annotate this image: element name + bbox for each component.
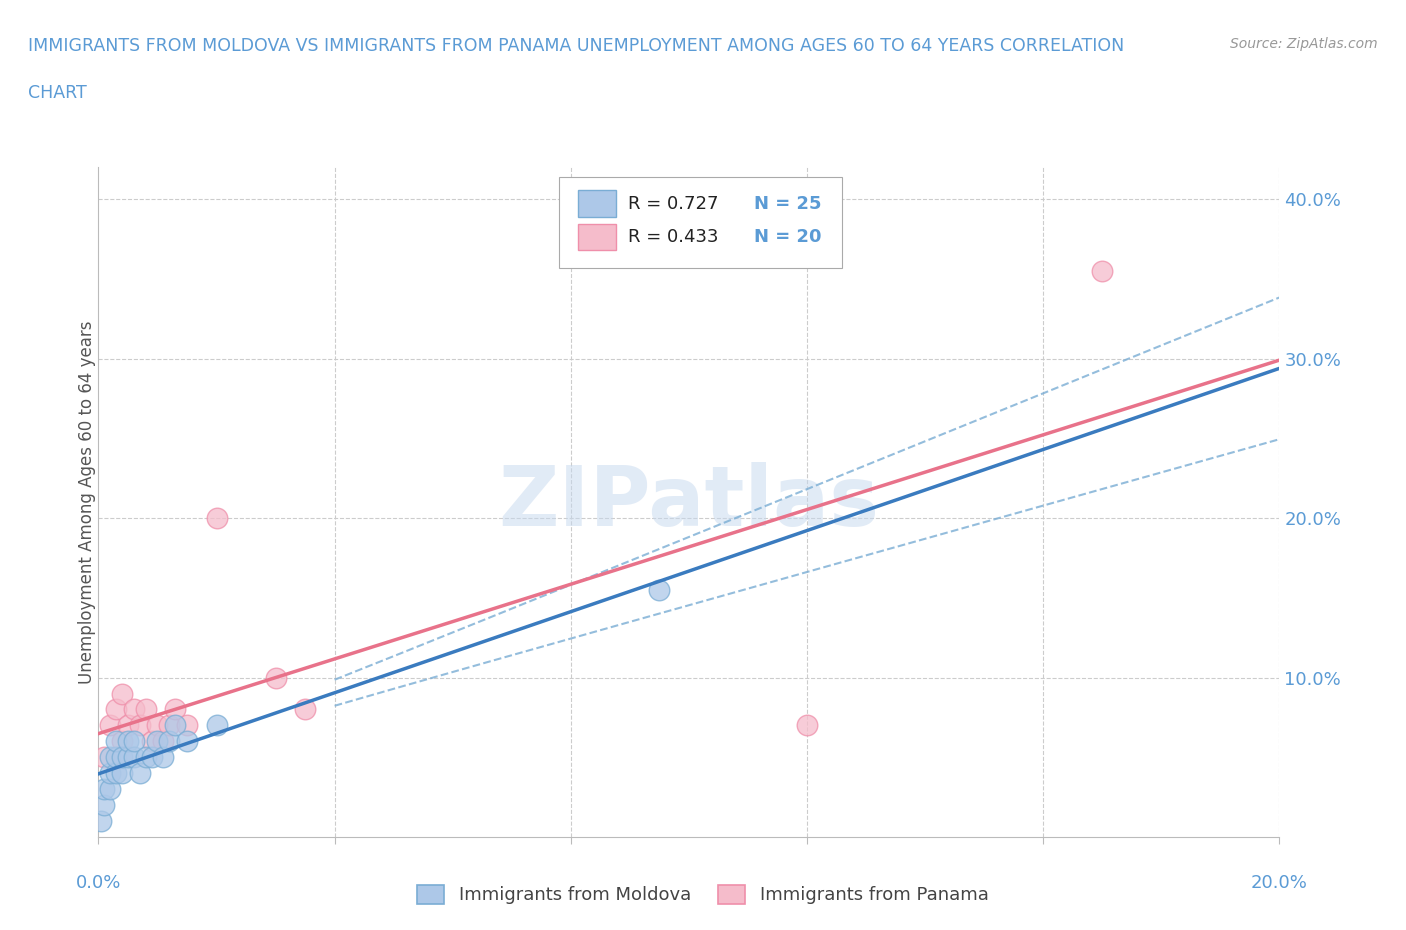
Point [152, 734, 174, 749]
Point [122, 750, 145, 764]
Text: IMMIGRANTS FROM MOLDOVA VS IMMIGRANTS FROM PANAMA UNEMPLOYMENT AMONG AGES 60 TO : IMMIGRANTS FROM MOLDOVA VS IMMIGRANTS FR… [28, 37, 1125, 55]
FancyBboxPatch shape [560, 178, 842, 268]
Point [117, 718, 139, 733]
Point [122, 734, 145, 749]
Point [294, 702, 316, 717]
Point [98, 750, 121, 764]
Point [128, 718, 150, 733]
Point [1091, 263, 1114, 278]
Text: R = 0.433: R = 0.433 [627, 228, 718, 246]
Point [98, 782, 121, 797]
Point [135, 750, 157, 764]
Point [146, 734, 169, 749]
Point [105, 750, 128, 764]
Point [176, 718, 198, 733]
Text: Source: ZipAtlas.com: Source: ZipAtlas.com [1230, 37, 1378, 51]
FancyBboxPatch shape [578, 190, 616, 217]
Point [135, 702, 157, 717]
Point [93, 782, 115, 797]
Point [176, 734, 198, 749]
Text: CHART: CHART [28, 84, 87, 101]
Point [141, 734, 163, 749]
Text: ZIPatlas: ZIPatlas [499, 461, 879, 543]
Text: R = 0.727: R = 0.727 [627, 194, 718, 213]
Point [98, 765, 121, 780]
Text: N = 25: N = 25 [754, 194, 821, 213]
Point [90, 814, 112, 829]
Point [796, 718, 818, 733]
Point [264, 671, 287, 685]
Point [205, 718, 228, 733]
Point [165, 718, 187, 733]
Point [111, 734, 134, 749]
Point [117, 750, 139, 764]
Point [111, 750, 134, 764]
Point [141, 750, 163, 764]
Point [117, 734, 139, 749]
Point [157, 718, 180, 733]
Point [111, 686, 134, 701]
Point [128, 765, 150, 780]
Text: 20.0%: 20.0% [1251, 874, 1308, 892]
Y-axis label: Unemployment Among Ages 60 to 64 years: Unemployment Among Ages 60 to 64 years [79, 321, 96, 684]
Point [122, 702, 145, 717]
Point [105, 734, 128, 749]
Point [105, 765, 128, 780]
Point [93, 750, 115, 764]
Point [146, 718, 169, 733]
Point [98, 718, 121, 733]
Point [111, 765, 134, 780]
FancyBboxPatch shape [578, 223, 616, 250]
Point [105, 702, 128, 717]
Text: 0.0%: 0.0% [76, 874, 121, 892]
Point [157, 734, 180, 749]
Legend: Immigrants from Moldova, Immigrants from Panama: Immigrants from Moldova, Immigrants from… [411, 878, 995, 911]
Point [205, 511, 228, 525]
Point [152, 750, 174, 764]
Point [93, 798, 115, 813]
Point [648, 582, 671, 597]
Point [165, 702, 187, 717]
Text: N = 20: N = 20 [754, 228, 821, 246]
